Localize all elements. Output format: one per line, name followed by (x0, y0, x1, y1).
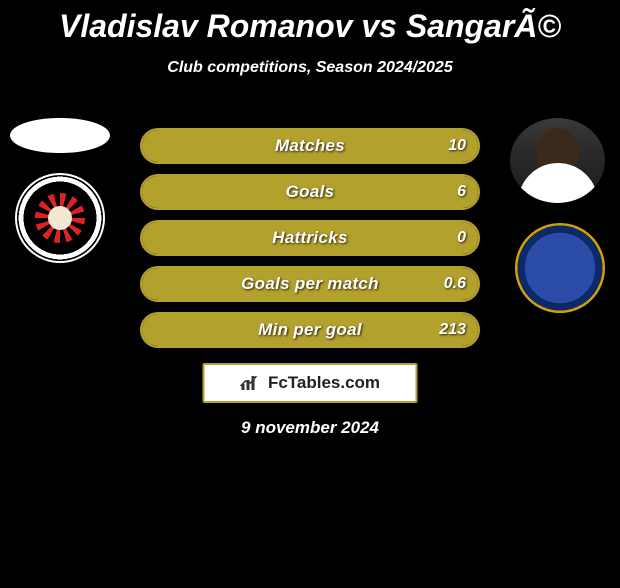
right-player-column (510, 118, 610, 313)
left-player-column (10, 118, 110, 263)
right-club-badge (515, 223, 605, 313)
stat-value-right: 0 (457, 222, 466, 254)
stat-value-right: 6 (457, 176, 466, 208)
stat-label: Goals (142, 176, 478, 208)
stat-row-hattricks: Hattricks 0 (140, 220, 480, 256)
bar-chart-icon (240, 374, 262, 392)
left-player-photo (10, 118, 110, 153)
stat-value-right: 0.6 (444, 268, 466, 300)
stat-row-min-per-goal: Min per goal 213 (140, 312, 480, 348)
comparison-card: Vladislav Romanov vs SangarÃ© Club compe… (0, 8, 620, 588)
stat-row-goals-per-match: Goals per match 0.6 (140, 266, 480, 302)
badge-center (48, 206, 72, 230)
stat-label: Goals per match (142, 268, 478, 300)
stat-row-matches: Matches 10 (140, 128, 480, 164)
stat-label: Hattricks (142, 222, 478, 254)
stat-label: Min per goal (142, 314, 478, 346)
site-badge-text: FcTables.com (268, 373, 380, 393)
right-player-photo (510, 118, 605, 203)
stat-value-right: 10 (448, 130, 466, 162)
stat-value-right: 213 (439, 314, 466, 346)
stat-label: Matches (142, 130, 478, 162)
site-badge[interactable]: FcTables.com (203, 363, 418, 403)
page-title: Vladislav Romanov vs SangarÃ© (0, 8, 620, 45)
stats-list: Matches 10 Goals 6 Hattricks 0 Goals per… (140, 128, 480, 358)
left-club-badge (15, 173, 105, 263)
stat-row-goals: Goals 6 (140, 174, 480, 210)
page-subtitle: Club competitions, Season 2024/2025 (0, 59, 620, 77)
comparison-date: 9 november 2024 (0, 418, 620, 438)
